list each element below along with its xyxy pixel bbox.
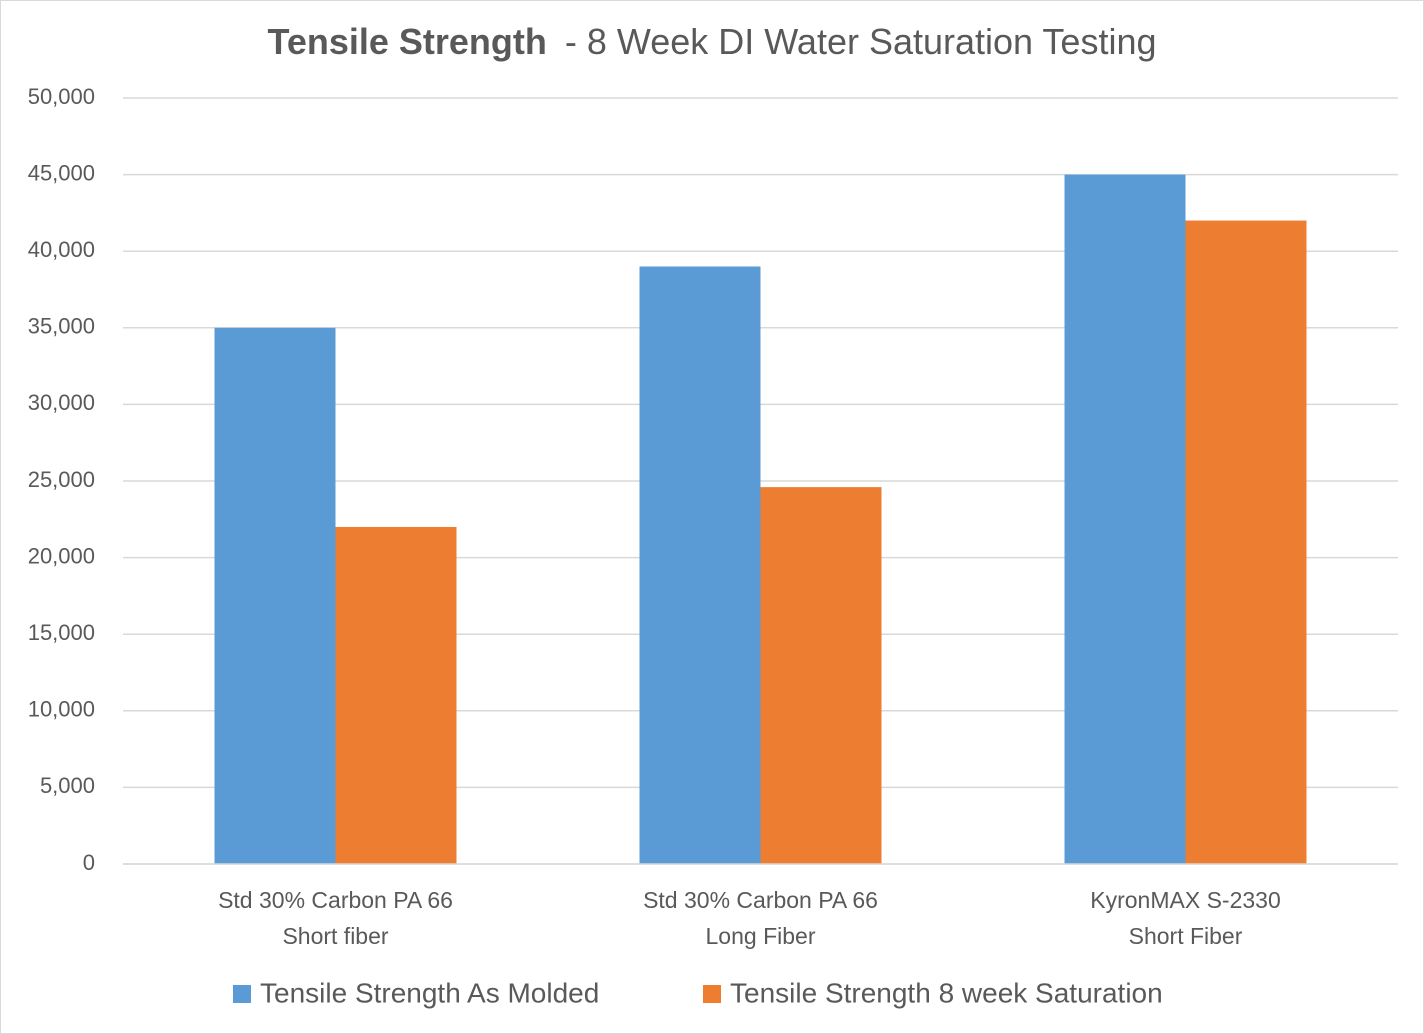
x-tick-label: Std 30% Carbon PA 66 — [643, 887, 878, 913]
legend-swatch — [703, 985, 721, 1003]
chart-subtitle: - 8 Week DI Water Saturation Testing — [565, 21, 1157, 62]
x-tick-label: Short fiber — [282, 923, 388, 949]
y-tick-label: 40,000 — [28, 237, 95, 262]
x-tick-label: KyronMAX S-2330 — [1090, 887, 1280, 913]
bar — [760, 487, 882, 864]
chart-title: Tensile Strength — [268, 21, 547, 62]
x-tick-label: Long Fiber — [706, 923, 816, 949]
y-tick-label: 45,000 — [28, 160, 95, 185]
chart-title-group: Tensile Strength - 8 Week DI Water Satura… — [268, 21, 1157, 62]
legend-label: Tensile Strength 8 week Saturation — [730, 977, 1163, 1008]
bar — [214, 327, 336, 864]
bar — [1185, 220, 1307, 864]
y-tick-label: 30,000 — [28, 390, 95, 415]
y-tick-label: 20,000 — [28, 543, 95, 568]
legend-swatch — [233, 985, 251, 1003]
y-tick-label: 25,000 — [28, 467, 95, 492]
y-tick-label: 0 — [83, 850, 95, 875]
x-tick-label: Std 30% Carbon PA 66 — [218, 887, 453, 913]
legend-label: Tensile Strength As Molded — [260, 977, 599, 1008]
y-tick-label: 10,000 — [28, 697, 95, 722]
bar — [1064, 174, 1186, 865]
bar — [335, 526, 457, 864]
bar — [639, 266, 761, 864]
x-tick-label: Short Fiber — [1129, 923, 1243, 949]
y-tick-label: 5,000 — [40, 773, 95, 798]
y-tick-label: 15,000 — [28, 620, 95, 645]
y-tick-label: 35,000 — [28, 314, 95, 339]
y-tick-label: 50,000 — [28, 84, 95, 109]
